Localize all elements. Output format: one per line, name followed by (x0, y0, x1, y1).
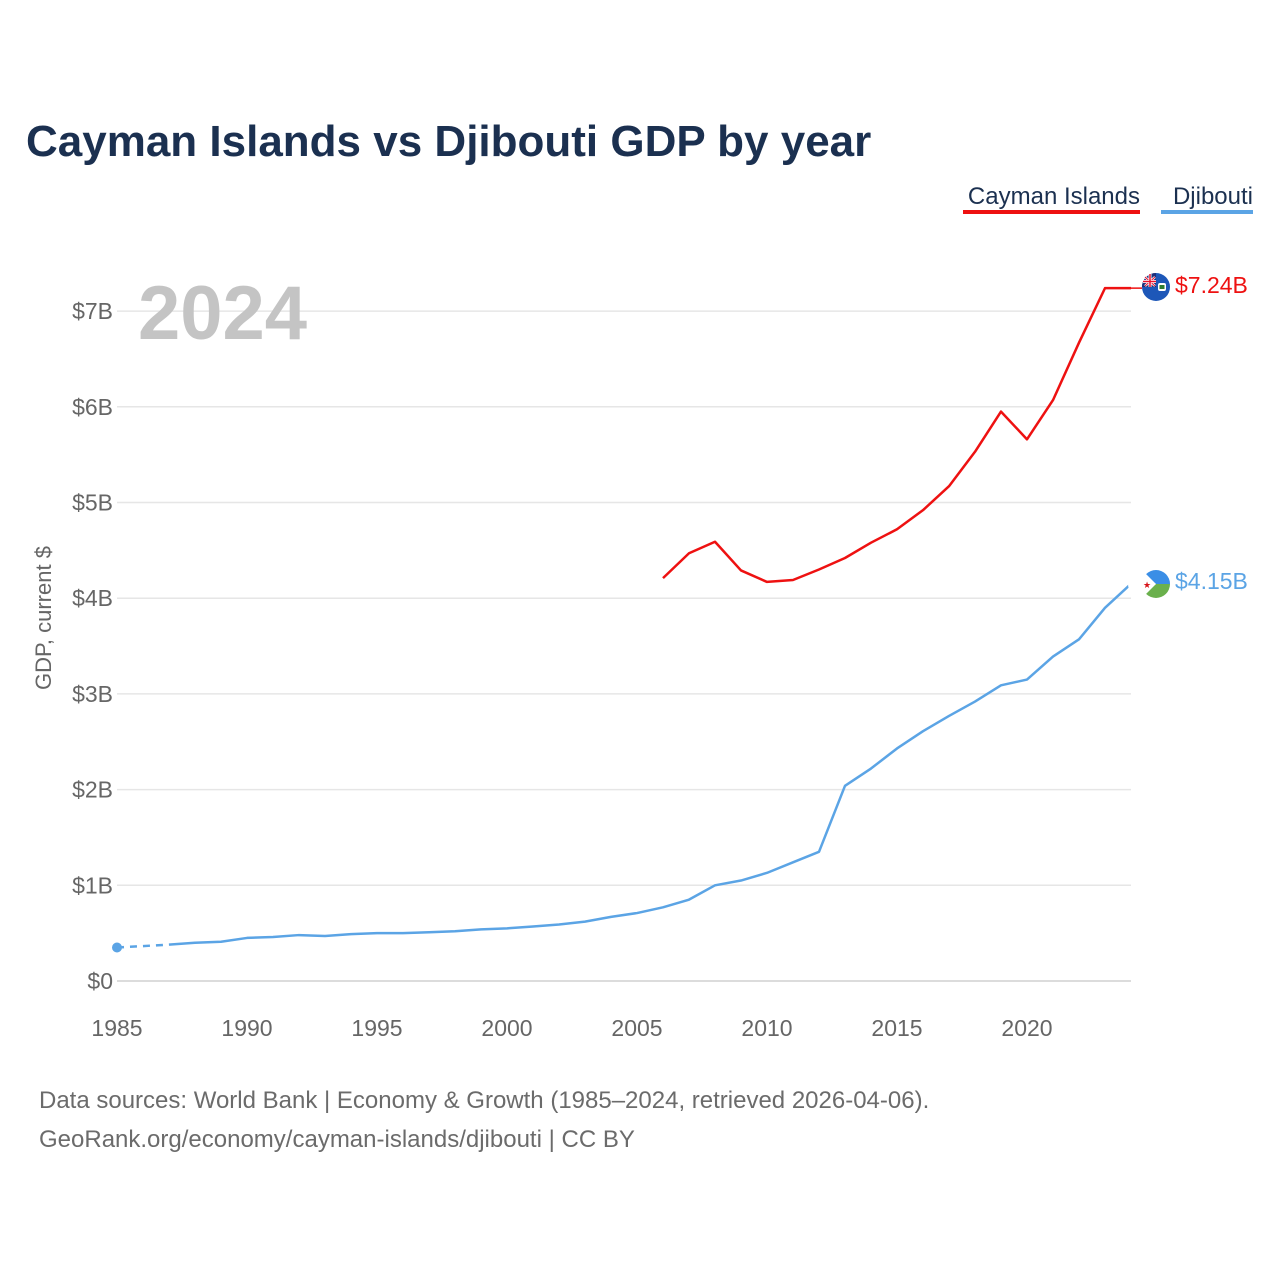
y-tick-label: $2B (72, 777, 113, 803)
x-tick-label: 2005 (611, 1015, 662, 1041)
y-tick-label: $7B (72, 298, 113, 324)
cayman-islands-flag-icon (1142, 273, 1170, 301)
y-axis: $0 $1B $2B $3B $4B $5B $6B $7B (72, 298, 113, 994)
x-tick-label: 2020 (1001, 1015, 1052, 1041)
legend-underline-cayman-islands (963, 210, 1140, 214)
series-cayman-islands (662, 286, 1142, 584)
legend: Cayman Islands Djibouti (963, 183, 1253, 214)
flags: ★ (1128, 273, 1170, 598)
svg-text:★: ★ (1143, 580, 1151, 590)
series-line-dashed (116, 943, 170, 949)
chart-title: Cayman Islands vs Djibouti GDP by year (26, 117, 871, 166)
y-tick-label: $0 (87, 968, 113, 994)
year-label: 2024 (138, 271, 307, 356)
series-line (168, 582, 1132, 946)
series-djibouti (112, 582, 1142, 953)
y-tick-label: $5B (72, 490, 113, 516)
x-tick-label: 2015 (871, 1015, 922, 1041)
x-tick-label: 1995 (351, 1015, 402, 1041)
source-line-1: Data sources: World Bank | Economy & Gro… (39, 1087, 929, 1114)
y-tick-label: $6B (72, 394, 113, 420)
series-line (662, 286, 1131, 584)
legend-item-djibouti[interactable]: Djibouti (1173, 183, 1253, 210)
y-axis-title: GDP, current $ (31, 546, 56, 690)
x-tick-label: 1985 (91, 1015, 142, 1041)
legend-underline-djibouti (1161, 210, 1253, 214)
y-tick-label: $3B (72, 681, 113, 707)
end-label-cayman-islands: $7.24B (1175, 272, 1248, 298)
x-tick-label: 2010 (741, 1015, 792, 1041)
djibouti-flag-icon: ★ (1128, 570, 1170, 598)
series-start-point (112, 942, 122, 953)
legend-item-cayman-islands[interactable]: Cayman Islands (968, 183, 1140, 210)
y-tick-label: $4B (72, 585, 113, 611)
source-line-2[interactable]: GeoRank.org/economy/cayman-islands/djibo… (39, 1126, 635, 1153)
series-layer (112, 286, 1142, 953)
y-tick-label: $1B (72, 872, 113, 898)
x-axis: 1985 1990 1995 2000 2005 2010 2015 2020 (91, 1015, 1052, 1041)
x-tick-label: 1990 (221, 1015, 272, 1041)
end-label-djibouti: $4.15B (1175, 568, 1248, 594)
grid (117, 310, 1131, 982)
x-tick-label: 2000 (481, 1015, 532, 1041)
